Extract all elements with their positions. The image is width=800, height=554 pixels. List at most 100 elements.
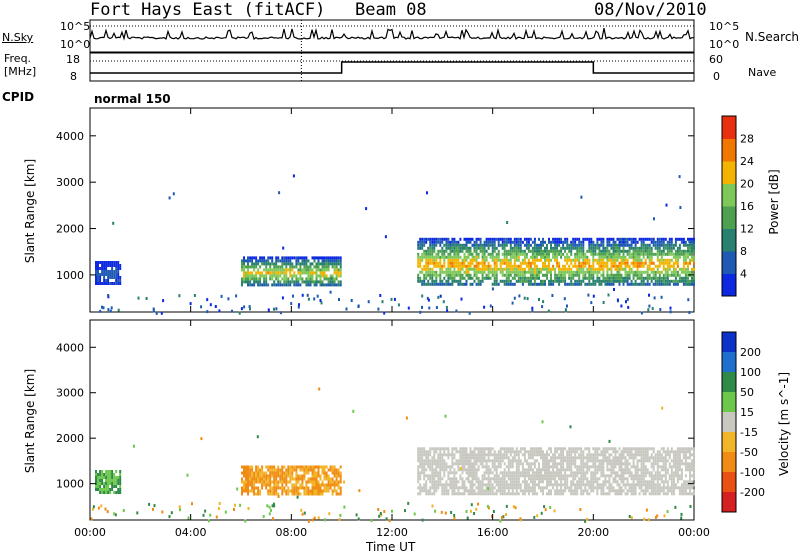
heat-cell (634, 465, 637, 469)
heat-cell (273, 471, 276, 475)
heat-cell (517, 255, 520, 259)
heat-cell (612, 489, 615, 493)
heat-cell (630, 456, 633, 460)
heat-cell (568, 255, 571, 259)
heat-cell (457, 267, 460, 271)
heat-cell (556, 261, 559, 265)
heat-cell (485, 492, 488, 496)
heat-cell (570, 468, 573, 472)
heat-cell (556, 483, 559, 487)
heat-cell (107, 282, 110, 285)
heat-cell (570, 450, 573, 454)
heat-cell (241, 489, 243, 493)
heat-cell (491, 246, 494, 250)
heat-cell (624, 267, 627, 271)
heat-cell (273, 486, 276, 490)
heat-cell (315, 280, 318, 284)
heat-cell (241, 480, 243, 484)
heat-cell (511, 480, 514, 484)
heat-cell (590, 276, 593, 280)
heat-cell (590, 237, 593, 241)
cpid-value: normal 150 (94, 92, 171, 106)
heat-cell (451, 456, 454, 460)
heat-cell (515, 462, 518, 466)
heat-cell (556, 456, 559, 460)
heat-cell (654, 276, 657, 280)
heat-cell (640, 465, 643, 469)
heat-cell (249, 274, 252, 278)
freq-tick-low: 8 (70, 70, 77, 83)
heat-cell (263, 277, 266, 281)
heat-cell (337, 474, 340, 478)
heat-cell (628, 255, 631, 259)
heat-cell (279, 265, 282, 269)
heat-cell (582, 492, 585, 496)
heat-cell (499, 483, 502, 487)
nsky-line (89, 27, 694, 41)
heat-cell (656, 282, 659, 286)
heat-cell (489, 237, 492, 241)
heat-cell (549, 506, 552, 509)
heat-cell (616, 459, 619, 463)
heat-cell (620, 255, 623, 259)
heat-cell (544, 267, 546, 271)
heat-cell (624, 462, 627, 466)
heat-cell (612, 468, 615, 472)
heat-cell (505, 450, 508, 454)
heat-cell (624, 255, 627, 259)
heat-cell (251, 262, 254, 266)
heat-cell (562, 246, 565, 250)
heat-cell (616, 270, 619, 274)
heat-cell (568, 453, 571, 457)
heat-cell (117, 279, 120, 282)
heat-cell (648, 273, 651, 277)
heat-cell (497, 462, 500, 466)
heat-cell (662, 456, 665, 460)
heat-cell (544, 279, 546, 283)
heat-cell (469, 456, 472, 460)
heat-cell (275, 486, 278, 490)
heat-cell (339, 474, 342, 478)
heat-cell (676, 279, 679, 283)
heat-cell (660, 258, 663, 262)
heat-cell (687, 492, 689, 496)
heat-cell (531, 489, 534, 493)
heat-cell (527, 477, 530, 481)
heat-cell (550, 273, 552, 277)
heat-cell (600, 489, 603, 493)
x-axis-label: Time UT (366, 540, 416, 554)
heat-cell (684, 447, 687, 451)
heat-cell (318, 387, 321, 391)
heat-cell (648, 246, 651, 250)
heat-cell (97, 273, 99, 276)
heat-cell (313, 477, 316, 481)
heat-cell (427, 255, 430, 259)
heat-cell (487, 447, 490, 451)
heat-cell (691, 246, 693, 250)
heat-cell (616, 246, 619, 250)
heat-cell (291, 277, 294, 281)
heat-cell (103, 482, 106, 485)
heat-cell (543, 505, 546, 509)
heat-cell (503, 468, 506, 472)
heat-cell (610, 276, 613, 280)
heat-cell (678, 279, 681, 283)
heat-cell (693, 483, 695, 487)
heat-cell (632, 489, 635, 493)
heat-cell (576, 252, 579, 256)
heat-cell (642, 252, 645, 256)
heat-cell (536, 459, 538, 463)
heat-cell (321, 271, 324, 275)
heat-cell (263, 477, 266, 481)
heat-cell (670, 465, 673, 469)
heat-cell (479, 483, 482, 487)
heat-cell (664, 492, 667, 496)
heat-cell (427, 237, 430, 241)
heat-cell (289, 283, 292, 287)
heat-cell (682, 447, 685, 451)
heat-cell (133, 444, 135, 448)
heat-cell (519, 483, 522, 487)
heat-cell (678, 465, 681, 469)
heat-cell (467, 267, 470, 271)
heat-cell (265, 283, 268, 287)
